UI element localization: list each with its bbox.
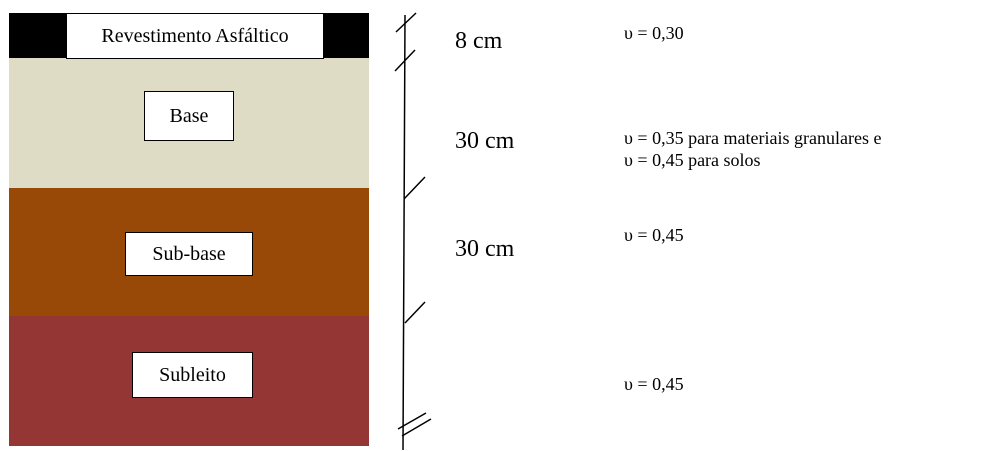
poisson-revestimento: υ = 0,30: [624, 22, 684, 44]
poisson-sub-base: υ = 0,45: [624, 224, 684, 246]
poisson-base-granular: υ = 0,35 para materiais granulares e: [624, 127, 881, 149]
poisson-subleito: υ = 0,45: [624, 373, 684, 395]
thickness-revestimento: 8 cm: [455, 28, 502, 55]
tick-top: [396, 13, 416, 32]
poisson-base-solos: υ = 0,45 para solos: [624, 149, 761, 171]
tick-subbase-subleito: [405, 302, 425, 323]
tick-bottom-2: [402, 419, 431, 436]
thickness-sub-base: 30 cm: [455, 236, 514, 263]
thickness-base: 30 cm: [455, 128, 514, 155]
tick-bottom-1: [398, 413, 426, 429]
tick-base-subbase: [404, 177, 425, 199]
